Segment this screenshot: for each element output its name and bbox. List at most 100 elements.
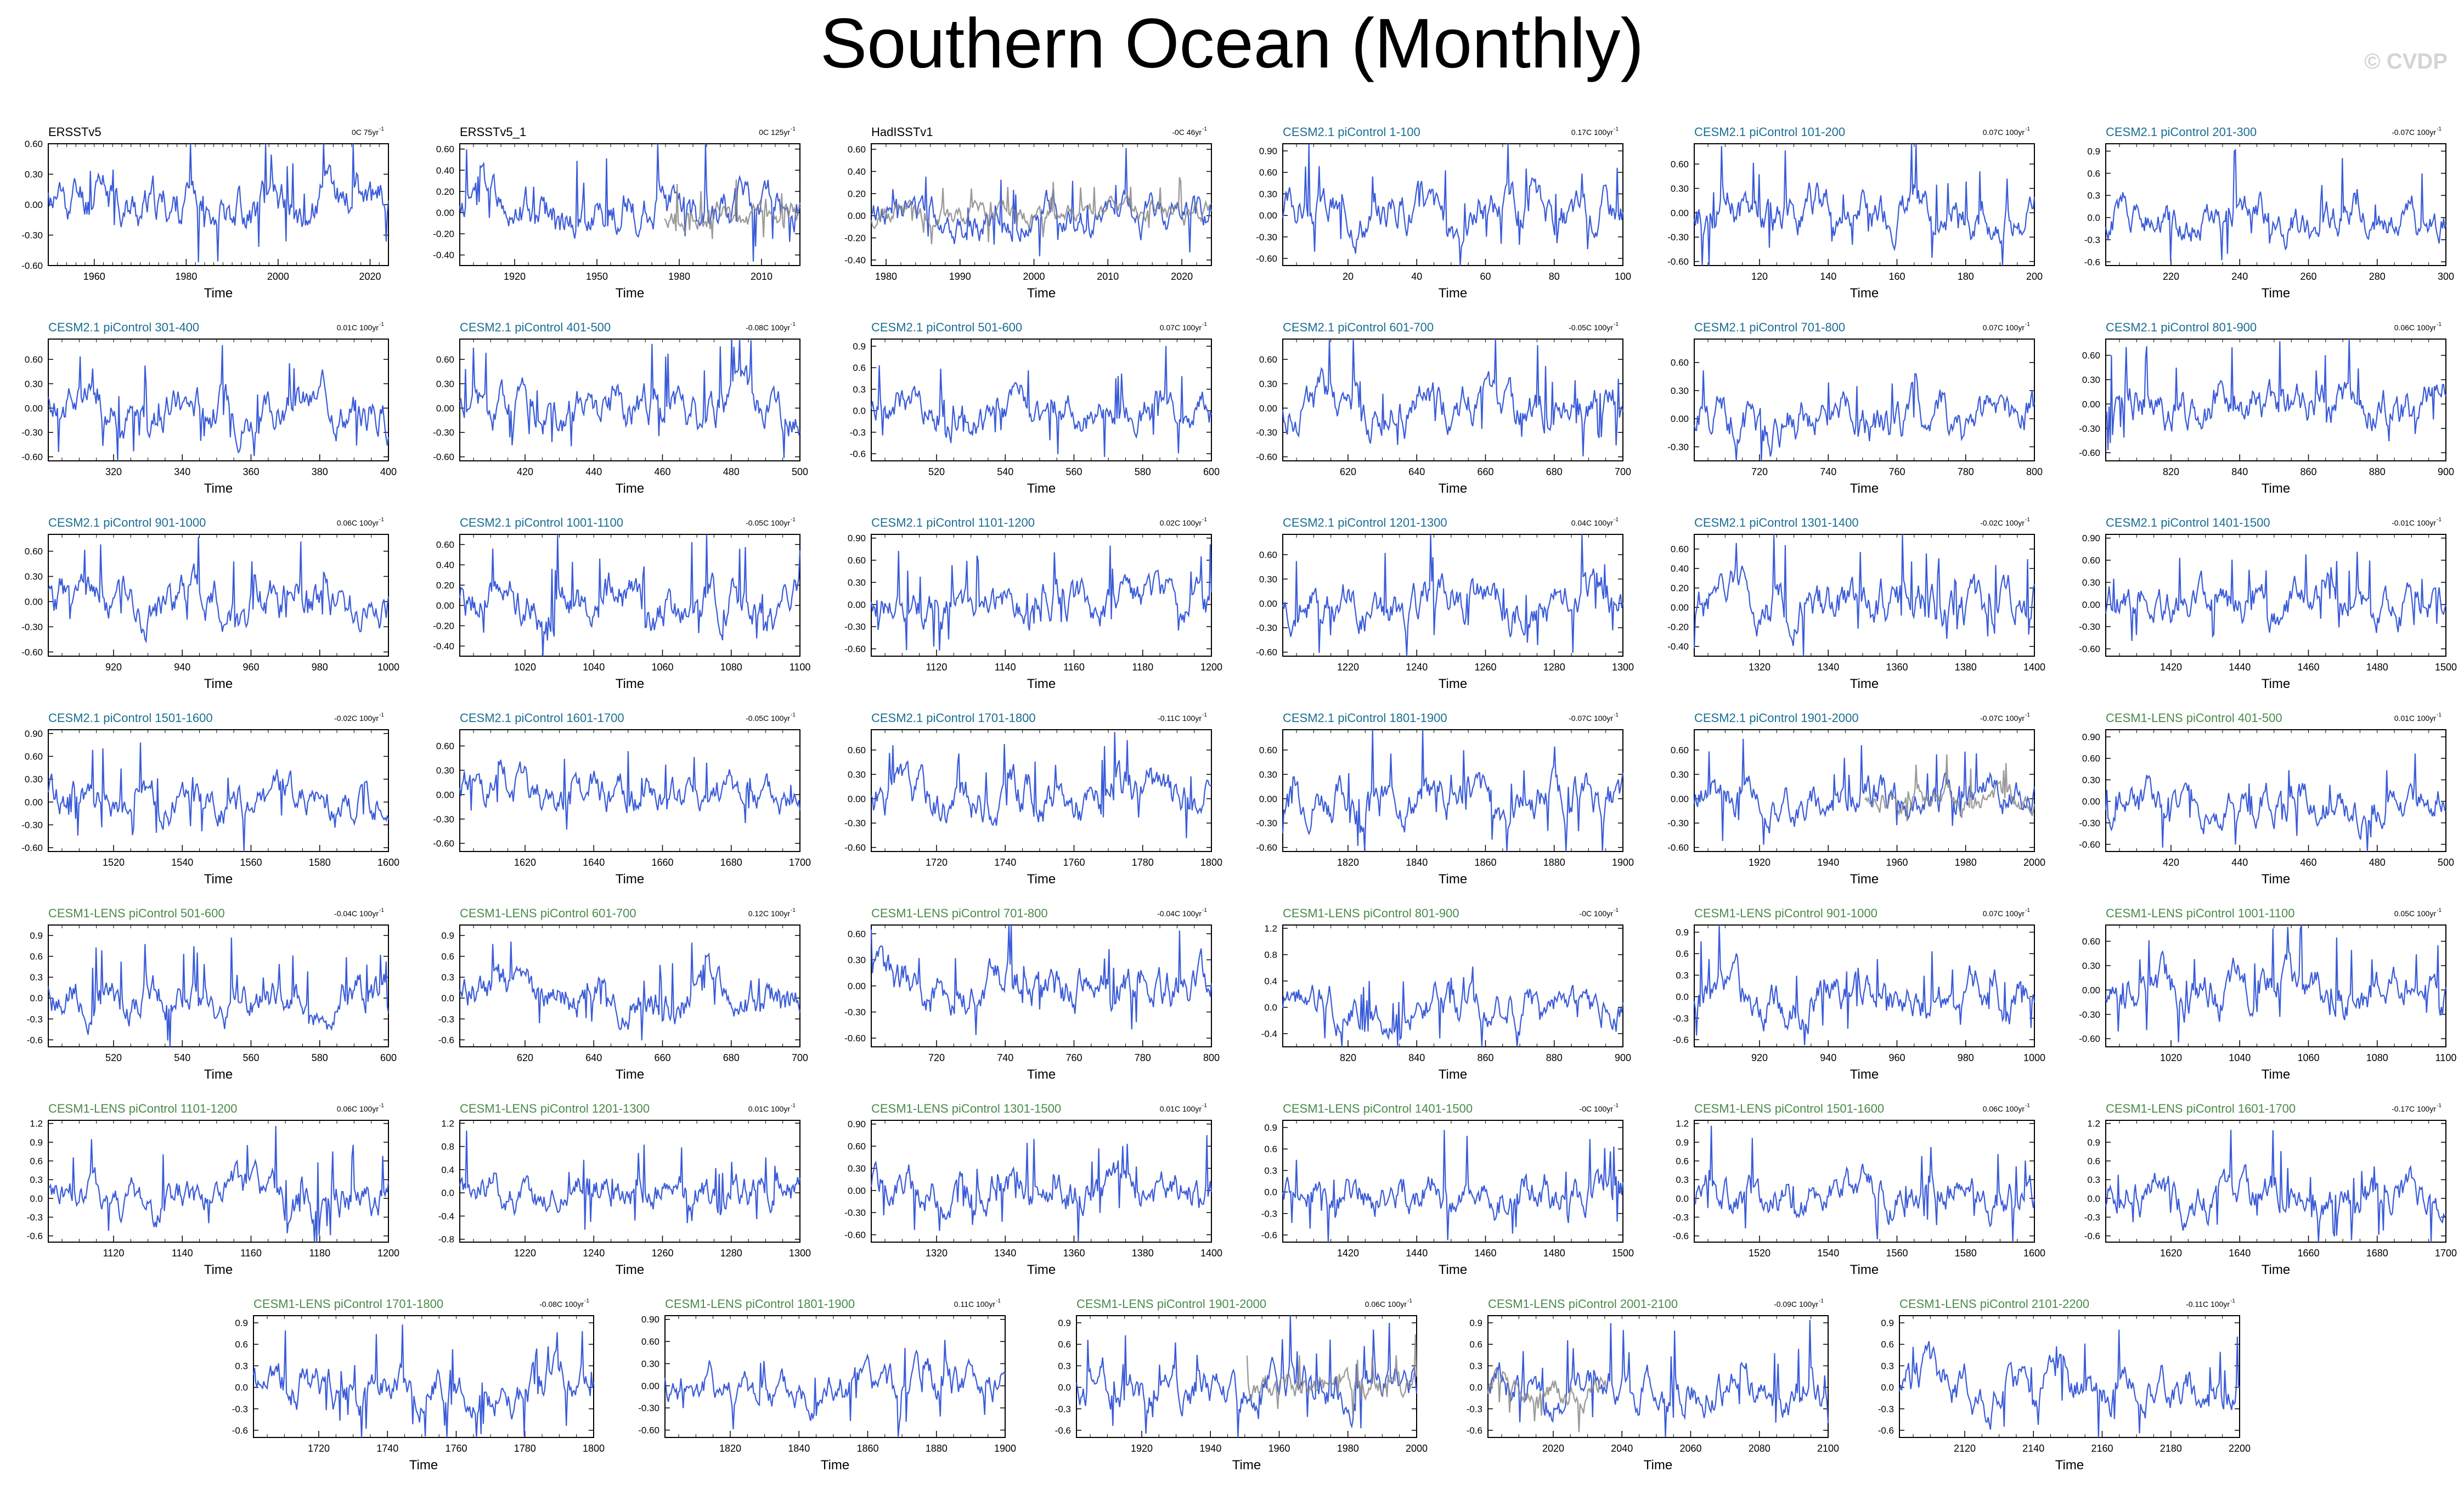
y-tick-label: -0.3 <box>232 1404 248 1414</box>
trend-superscript: -1 <box>1202 712 1207 718</box>
plot-frame <box>871 729 1212 852</box>
x-tick-label: 300 <box>2438 271 2454 282</box>
watermark: © CVDP <box>2364 49 2448 74</box>
plot-frame <box>1694 339 2035 461</box>
trend-label: 0.06C 100yr <box>1983 1104 2025 1113</box>
y-tick-label: 0.3 <box>235 1361 248 1371</box>
x-tick-label: 1420 <box>1337 1248 1359 1259</box>
y-tick-label: 0.9 <box>235 1318 248 1328</box>
x-tick-label: 80 <box>1549 271 1560 282</box>
y-tick-label: 0.30 <box>848 769 866 780</box>
x-axis-label: Time <box>1850 872 1879 887</box>
x-tick-label: 1520 <box>1749 1248 1771 1259</box>
x-tick-label: 1980 <box>1337 1443 1359 1454</box>
trend-label: 0.01C 100yr <box>337 323 379 332</box>
x-axis-label: Time <box>616 872 644 887</box>
x-tick-label: 1720 <box>926 857 948 868</box>
x-tick-label: 1100 <box>790 662 811 673</box>
x-tick-label: 560 <box>243 1052 259 1063</box>
plot-frame <box>1282 729 1623 852</box>
panel-title: CESM2.1 piControl 301-400 <box>48 320 199 334</box>
x-tick-label: 1400 <box>2023 662 2045 673</box>
y-tick-label: 0.90 <box>848 1119 866 1130</box>
plot-frame <box>1694 729 2035 852</box>
y-tick-label: -0.60 <box>1667 843 1689 853</box>
trend-superscript: -1 <box>2437 907 2442 913</box>
x-tick-label: 500 <box>792 466 808 477</box>
overlay-series-line <box>1487 1368 1607 1433</box>
x-tick-label: 1860 <box>856 1443 878 1454</box>
x-tick-label: 320 <box>105 466 122 477</box>
y-tick-label: 0.20 <box>1671 583 1689 594</box>
x-tick-label: 960 <box>1888 1052 1905 1063</box>
overlay-series-line <box>664 179 801 239</box>
x-tick-label: 1680 <box>2366 1248 2388 1259</box>
series-line <box>870 732 1212 838</box>
y-tick-label: 0.00 <box>436 403 454 414</box>
series-line <box>252 1324 595 1438</box>
x-tick-label: 920 <box>105 662 122 673</box>
y-tick-label: -0.30 <box>1256 818 1277 828</box>
y-tick-label: 0.6 <box>2087 168 2100 179</box>
panel-title: ERSSTv5 <box>48 125 102 139</box>
x-tick-label: 1820 <box>1337 857 1359 868</box>
y-tick-label: 0.00 <box>848 794 866 804</box>
y-tick-label: -0.30 <box>433 427 454 438</box>
x-tick-label: 1680 <box>720 857 742 868</box>
y-tick-label: 0.60 <box>1259 550 1277 560</box>
x-tick-label: 700 <box>1615 466 1631 477</box>
x-tick-label: 980 <box>1958 1052 1974 1063</box>
x-axis-label: Time <box>1850 676 1879 691</box>
y-tick-label: 0.60 <box>436 540 454 550</box>
x-tick-label: 2020 <box>1542 1443 1564 1454</box>
x-tick-label: 1580 <box>1955 1248 1977 1259</box>
x-tick-label: 520 <box>105 1052 122 1063</box>
y-tick-label: 0.3 <box>1676 1175 1689 1185</box>
trend-superscript: -1 <box>2025 907 2030 913</box>
y-tick-label: 0.3 <box>1058 1361 1071 1371</box>
plot-frame <box>1487 1315 1829 1438</box>
x-tick-label: 1220 <box>1337 662 1359 673</box>
y-tick-label: -0.3 <box>850 427 866 438</box>
chart-panel: CESM2.1 piControl 1801-1900 -0.07C 100yr -… <box>1256 711 1634 887</box>
y-tick-label: 0.40 <box>436 560 454 571</box>
y-tick-label: 0.0 <box>1469 1383 1482 1393</box>
x-tick-label: 2060 <box>1679 1443 1701 1454</box>
y-tick-label: 0.60 <box>25 752 43 762</box>
x-tick-label: 40 <box>1411 271 1422 282</box>
trend-superscript: -1 <box>2437 126 2442 132</box>
y-tick-label: -0.40 <box>1667 641 1689 652</box>
series-line <box>1075 1315 1418 1438</box>
y-tick-label: 0.6 <box>853 363 866 373</box>
series-line <box>1282 143 1624 266</box>
trend-label: -0.01C 100yr <box>2392 518 2436 527</box>
x-tick-label: 1520 <box>103 857 125 868</box>
chart-panel: CESM2.1 piControl 1601-1700 -0.05C 100yr -… <box>433 711 811 887</box>
y-tick-label: 0.30 <box>25 379 43 389</box>
panel-title: CESM1-LENS piControl 1401-1500 <box>1283 1102 1473 1115</box>
y-tick-label: -0.60 <box>638 1425 659 1436</box>
y-tick-label: -0.60 <box>1256 647 1277 658</box>
series-line <box>1693 370 2036 461</box>
trend-superscript: -1 <box>379 322 384 328</box>
x-tick-label: 2140 <box>2022 1443 2044 1454</box>
x-axis-label: Time <box>409 1458 438 1473</box>
chart-panel: CESM2.1 piControl 1-100 0.17C 100yr -1 0.90… <box>1256 125 1631 301</box>
panel-title: CESM2.1 piControl 901-1000 <box>48 516 206 529</box>
y-tick-label: -0.6 <box>1673 1231 1689 1242</box>
y-tick-label: 0.0 <box>441 1188 454 1198</box>
x-axis-label: Time <box>1439 286 1467 301</box>
y-tick-label: 0.0 <box>1676 1193 1689 1204</box>
y-tick-label: 0.90 <box>2082 533 2100 544</box>
series-line <box>47 937 390 1047</box>
x-tick-label: 1460 <box>2297 662 2319 673</box>
y-tick-label: -0.3 <box>1878 1404 1894 1414</box>
x-tick-label: 2120 <box>1954 1443 1976 1454</box>
panel-title: CESM1-LENS piControl 901-1000 <box>1694 906 1877 920</box>
x-tick-label: 1140 <box>172 1248 193 1259</box>
x-tick-label: 1740 <box>994 857 1016 868</box>
panel-title: CESM1-LENS piControl 1901-2000 <box>1076 1297 1266 1311</box>
y-tick-label: -0.30 <box>844 1007 866 1018</box>
x-tick-label: 780 <box>1958 466 1974 477</box>
y-tick-label: -0.20 <box>1667 622 1689 633</box>
